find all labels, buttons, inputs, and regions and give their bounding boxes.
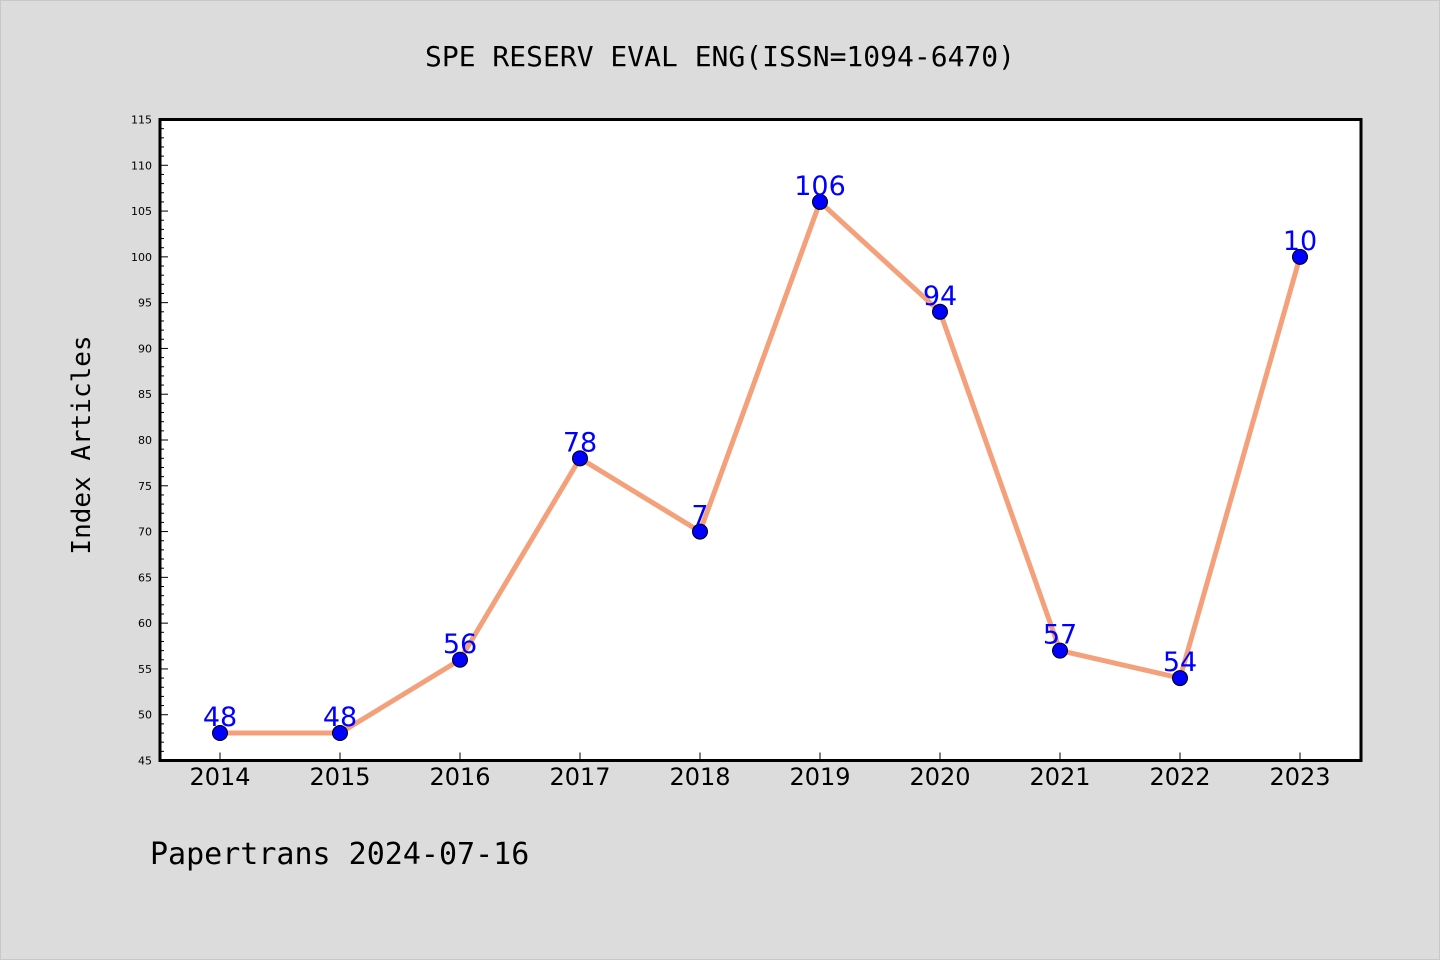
y-tick-label: 45 [138,755,152,768]
data-label: 56 [443,629,477,660]
data-point [1292,248,1308,265]
data-label: 78 [563,427,597,458]
x-tick-label: 2023 [1269,763,1330,791]
data-point [212,725,228,742]
data-point [332,725,348,742]
footer-text: Papertrans 2024-07-16 [150,837,529,872]
y-tick-label: 100 [131,251,152,264]
data-point [932,303,948,320]
y-tick-label: 105 [131,205,152,218]
data-point [452,651,468,668]
series-markers [212,193,1308,742]
data-label: 57 [1043,620,1077,651]
x-tick-label: 2018 [669,763,730,791]
data-label: 94 [923,281,957,312]
y-tick-label: 50 [138,709,152,722]
data-label: 54 [1163,647,1197,678]
plot-area [160,119,1361,761]
x-tick-label: 2016 [429,763,490,791]
data-label: 106 [794,171,846,202]
data-label: 7 [691,501,708,532]
x-tick-label: 2020 [909,763,970,791]
y-axis-label: Index Articles [67,335,97,554]
data-label: 48 [323,702,357,733]
y-tick-label: 90 [138,342,152,355]
y-tick-label: 75 [138,480,152,493]
y-axis: 45 50 55 60 65 70 75 80 85 90 95 100 105 110 115 [131,114,168,768]
x-tick-label: 2015 [309,763,370,791]
y-tick-label: 60 [138,617,152,630]
y-tick-label: 110 [131,159,152,172]
series-line-group [217,199,1303,736]
x-tick-label: 2022 [1149,763,1210,791]
data-label: 48 [203,702,237,733]
x-tick-label: 2021 [1029,763,1090,791]
y-tick-label: 55 [138,663,152,676]
x-tick-label: 2019 [789,763,850,791]
series-line [217,199,1303,736]
x-tick-label: 2014 [189,763,250,791]
chart-title: SPE RESERV EVAL ENG(ISSN=1094-6470) [425,40,1015,73]
data-point [1052,642,1068,659]
x-tick-label: 2017 [549,763,610,791]
x-axis: 2014 2015 2016 2017 2018 2019 2020 2021 2022 2023 [189,752,1331,791]
data-point [1172,670,1188,687]
plot-border [158,118,1363,762]
data-point [572,450,588,467]
data-point [692,523,708,540]
data-point [812,193,828,210]
data-label: 10 [1283,226,1317,257]
y-tick-label: 65 [138,571,152,584]
data-labels: 48 48 56 78 7 106 94 57 54 10 [203,171,1317,733]
y-tick-label: 95 [138,297,152,310]
y-tick-label: 80 [138,434,152,447]
y-tick-label: 85 [138,388,152,401]
y-tick-label: 115 [131,114,152,127]
y-tick-label: 70 [138,526,152,539]
